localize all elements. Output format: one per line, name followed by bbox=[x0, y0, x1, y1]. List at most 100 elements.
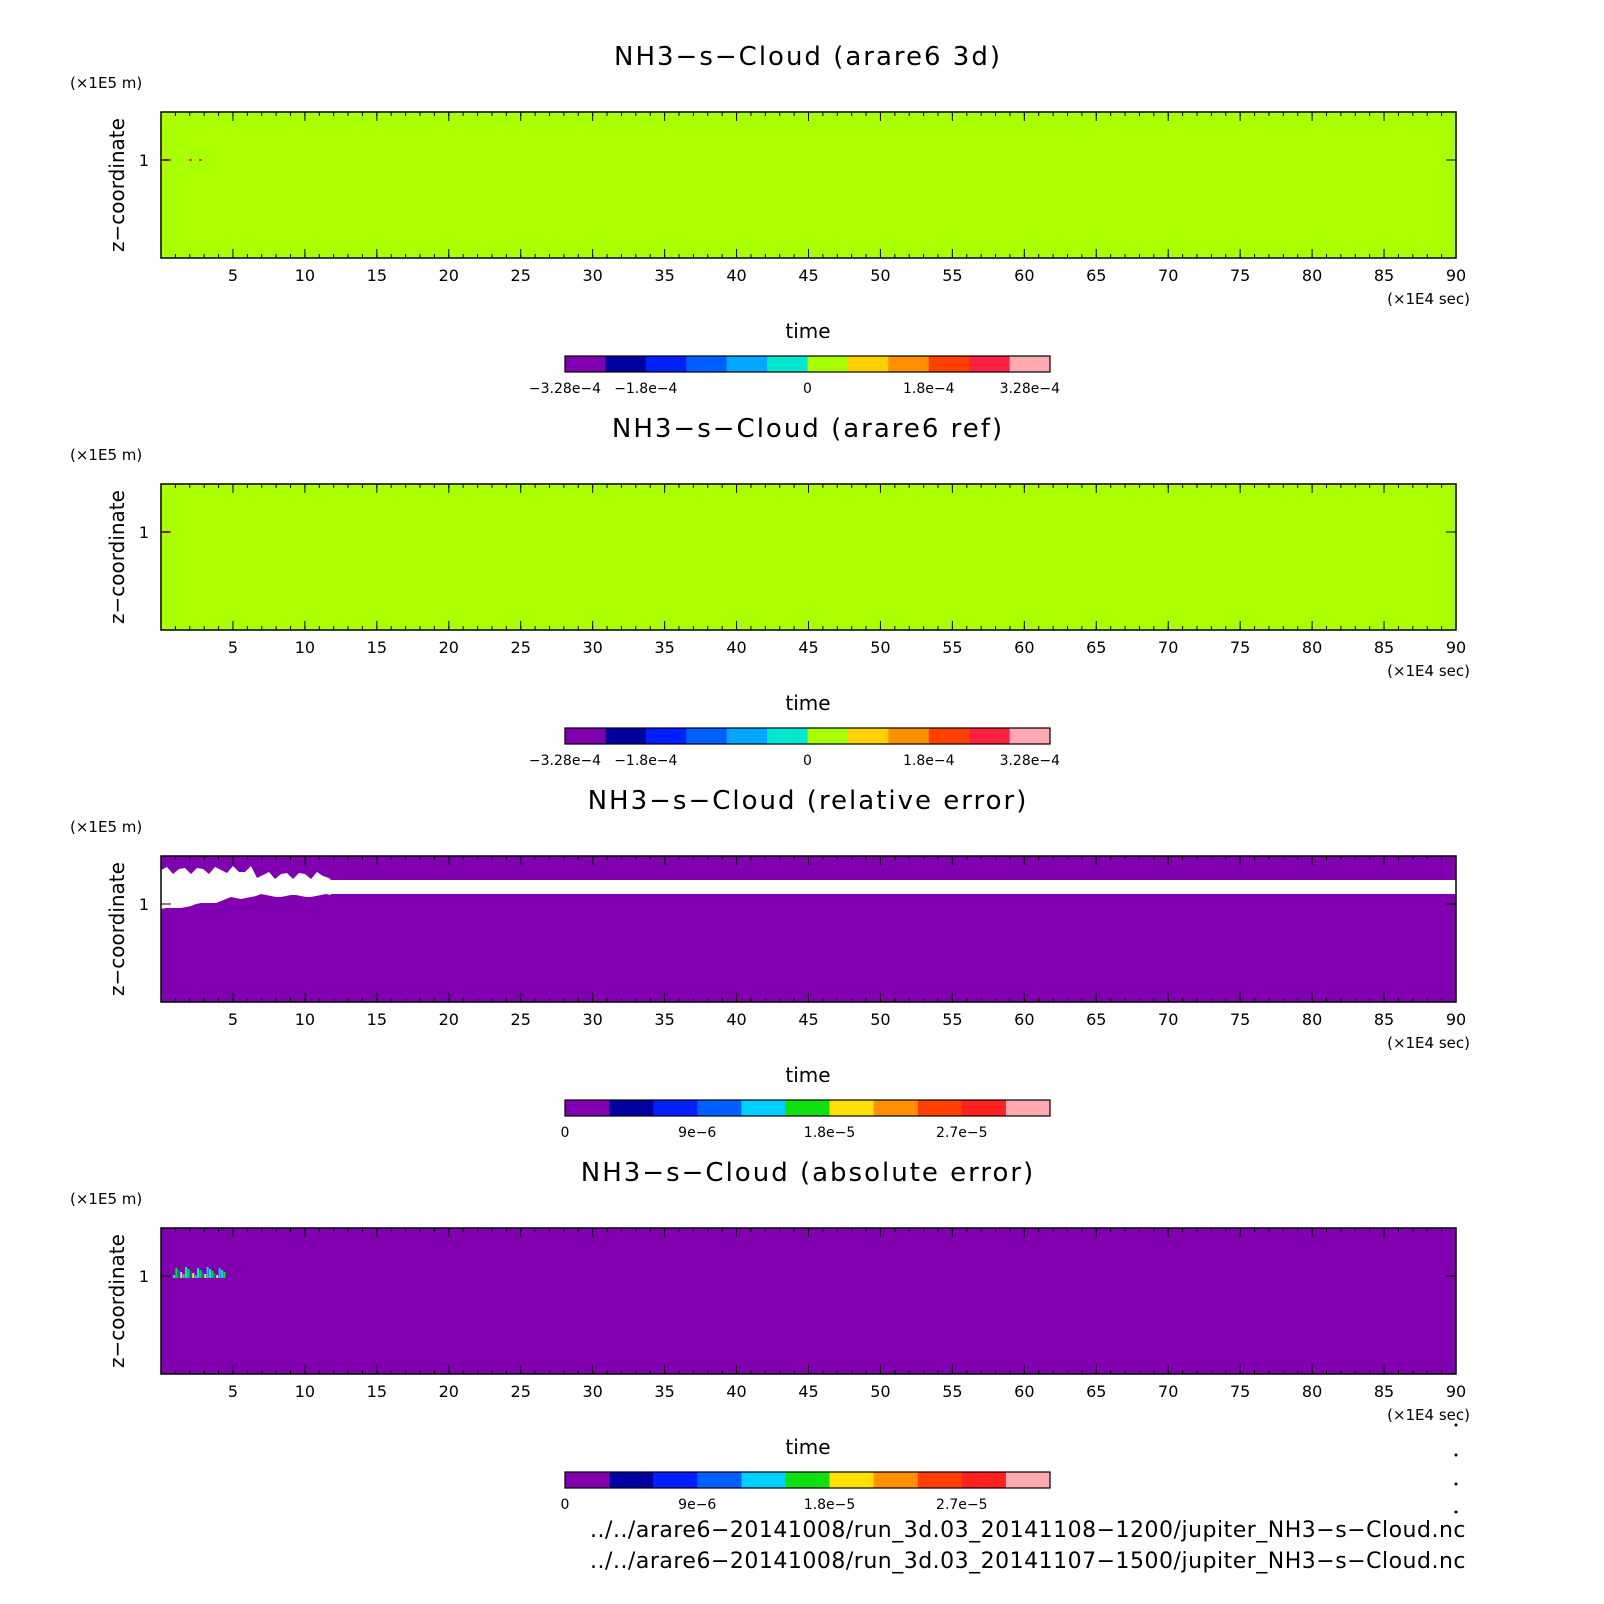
colorbar-swatch bbox=[726, 728, 768, 744]
x-tick-label: 25 bbox=[511, 1010, 531, 1029]
x-tick-label: 25 bbox=[511, 638, 531, 657]
colorbar-swatch bbox=[888, 728, 930, 744]
x-tick-label: 75 bbox=[1230, 1382, 1250, 1401]
x-tick-label: 15 bbox=[367, 1382, 387, 1401]
colorbar-label: 3.28e−4 bbox=[1000, 381, 1061, 397]
colorbar-label: 9e−6 bbox=[678, 1497, 716, 1513]
error-speck bbox=[185, 1267, 187, 1278]
error-speck bbox=[204, 1274, 207, 1278]
x-tick-label: 50 bbox=[870, 638, 890, 657]
x-tick-label: 35 bbox=[654, 1010, 674, 1029]
x-tick-label: 10 bbox=[295, 1382, 315, 1401]
x-tick-label: 30 bbox=[582, 1382, 602, 1401]
x-tick-label: 35 bbox=[654, 1382, 674, 1401]
x-tick-label: 10 bbox=[295, 1010, 315, 1029]
field-speck bbox=[199, 159, 202, 161]
colorbar-swatch bbox=[928, 356, 970, 372]
colorbar-swatch bbox=[969, 356, 1011, 372]
colorbar-swatch bbox=[807, 728, 849, 744]
colorbar-swatch bbox=[829, 1472, 875, 1488]
x-tick-label: 5 bbox=[228, 638, 238, 657]
x-tick-label: 40 bbox=[726, 638, 746, 657]
colorbar-label: 1.8e−5 bbox=[804, 1497, 856, 1513]
x-unit-label: (×1E4 sec) bbox=[1387, 1034, 1470, 1052]
colorbar-label: 0 bbox=[803, 753, 812, 769]
x-tick-label: 50 bbox=[870, 1382, 890, 1401]
colorbar-swatch bbox=[767, 356, 808, 372]
y-axis-label: z−coordinate bbox=[105, 862, 129, 996]
x-axis-label: time bbox=[785, 1435, 830, 1459]
colorbar-swatch bbox=[829, 1100, 875, 1116]
colorbar-swatch bbox=[1005, 1472, 1051, 1488]
colorbar-label: 2.7e−5 bbox=[936, 1497, 988, 1513]
colorbar-frame bbox=[564, 727, 1051, 745]
colorbar-swatch bbox=[686, 356, 728, 372]
colorbar-label: 2.7e−5 bbox=[936, 1125, 988, 1141]
x-tick-label: 45 bbox=[798, 1010, 818, 1029]
x-tick-label: 35 bbox=[654, 266, 674, 285]
y-tick-label: 1 bbox=[139, 1267, 149, 1286]
colorbar-frame bbox=[564, 1471, 1051, 1489]
x-tick-label: 55 bbox=[942, 266, 962, 285]
error-speck bbox=[173, 1275, 175, 1278]
error-speck bbox=[192, 1273, 195, 1278]
colorbar-swatch bbox=[686, 728, 728, 744]
footer-file-1: ../../arare6−20141008/run_3d.03_20141108… bbox=[590, 1518, 1466, 1543]
colorbar-label: 0 bbox=[561, 1497, 570, 1513]
colorbar-swatch bbox=[1009, 728, 1051, 744]
x-tick-label: 5 bbox=[228, 1010, 238, 1029]
colorbar-swatch bbox=[873, 1472, 919, 1488]
error-speck bbox=[221, 1272, 223, 1278]
error-speck bbox=[201, 1272, 204, 1278]
colorbar-swatch bbox=[785, 1100, 831, 1116]
x-tick-label: 50 bbox=[870, 266, 890, 285]
x-tick-label: 35 bbox=[654, 638, 674, 657]
x-tick-label: 20 bbox=[439, 638, 459, 657]
error-speck bbox=[182, 1274, 185, 1278]
colorbar-swatch bbox=[609, 1472, 654, 1488]
x-tick-label: 85 bbox=[1374, 1382, 1394, 1401]
error-speck bbox=[197, 1268, 199, 1278]
error-band bbox=[161, 880, 1456, 894]
colorbar-swatch bbox=[697, 1100, 742, 1116]
x-tick-label: 85 bbox=[1374, 266, 1394, 285]
x-tick-label: 70 bbox=[1158, 266, 1178, 285]
colorbar-swatch bbox=[609, 1100, 654, 1116]
x-tick-label: 30 bbox=[582, 266, 602, 285]
margin-dot bbox=[1454, 1453, 1458, 1457]
x-unit-label: (×1E4 sec) bbox=[1387, 290, 1470, 308]
x-unit-label: (×1E4 sec) bbox=[1387, 1406, 1470, 1424]
x-tick-label: 80 bbox=[1302, 1010, 1322, 1029]
colorbar-swatch bbox=[928, 728, 970, 744]
margin-dot bbox=[1454, 1423, 1458, 1427]
x-tick-label: 80 bbox=[1302, 1382, 1322, 1401]
colorbar-swatch bbox=[565, 1100, 610, 1116]
error-speck bbox=[223, 1272, 226, 1278]
x-tick-label: 75 bbox=[1230, 1010, 1250, 1029]
x-tick-label: 80 bbox=[1302, 266, 1322, 285]
y-unit-label: (×1E5 m) bbox=[70, 446, 142, 464]
field-speck bbox=[189, 159, 192, 161]
error-speck bbox=[189, 1271, 192, 1278]
field-fill bbox=[161, 856, 1456, 1002]
colorbar-swatch bbox=[969, 728, 1011, 744]
x-tick-label: 30 bbox=[582, 1010, 602, 1029]
colorbar-label: −3.28e−4 bbox=[529, 753, 601, 769]
x-tick-label: 70 bbox=[1158, 1382, 1178, 1401]
colorbar-label: 0 bbox=[561, 1125, 570, 1141]
colorbar-swatch bbox=[565, 356, 606, 372]
panel-2: NH3−s−Cloud (arare6 ref) (×1E5 m) z−coordi… bbox=[70, 414, 1470, 769]
colorbar-swatch bbox=[961, 1472, 1007, 1488]
x-tick-label: 25 bbox=[511, 266, 531, 285]
x-tick-label: 10 bbox=[295, 638, 315, 657]
y-unit-label: (×1E5 m) bbox=[70, 1190, 142, 1208]
error-speck bbox=[206, 1267, 209, 1278]
colorbar-swatch bbox=[697, 1472, 742, 1488]
x-tick-label: 20 bbox=[439, 1010, 459, 1029]
colorbar-swatch bbox=[917, 1472, 963, 1488]
error-speck bbox=[187, 1269, 190, 1278]
x-tick-label: 15 bbox=[367, 1010, 387, 1029]
colorbar-swatch bbox=[767, 728, 808, 744]
x-tick-label: 40 bbox=[726, 266, 746, 285]
